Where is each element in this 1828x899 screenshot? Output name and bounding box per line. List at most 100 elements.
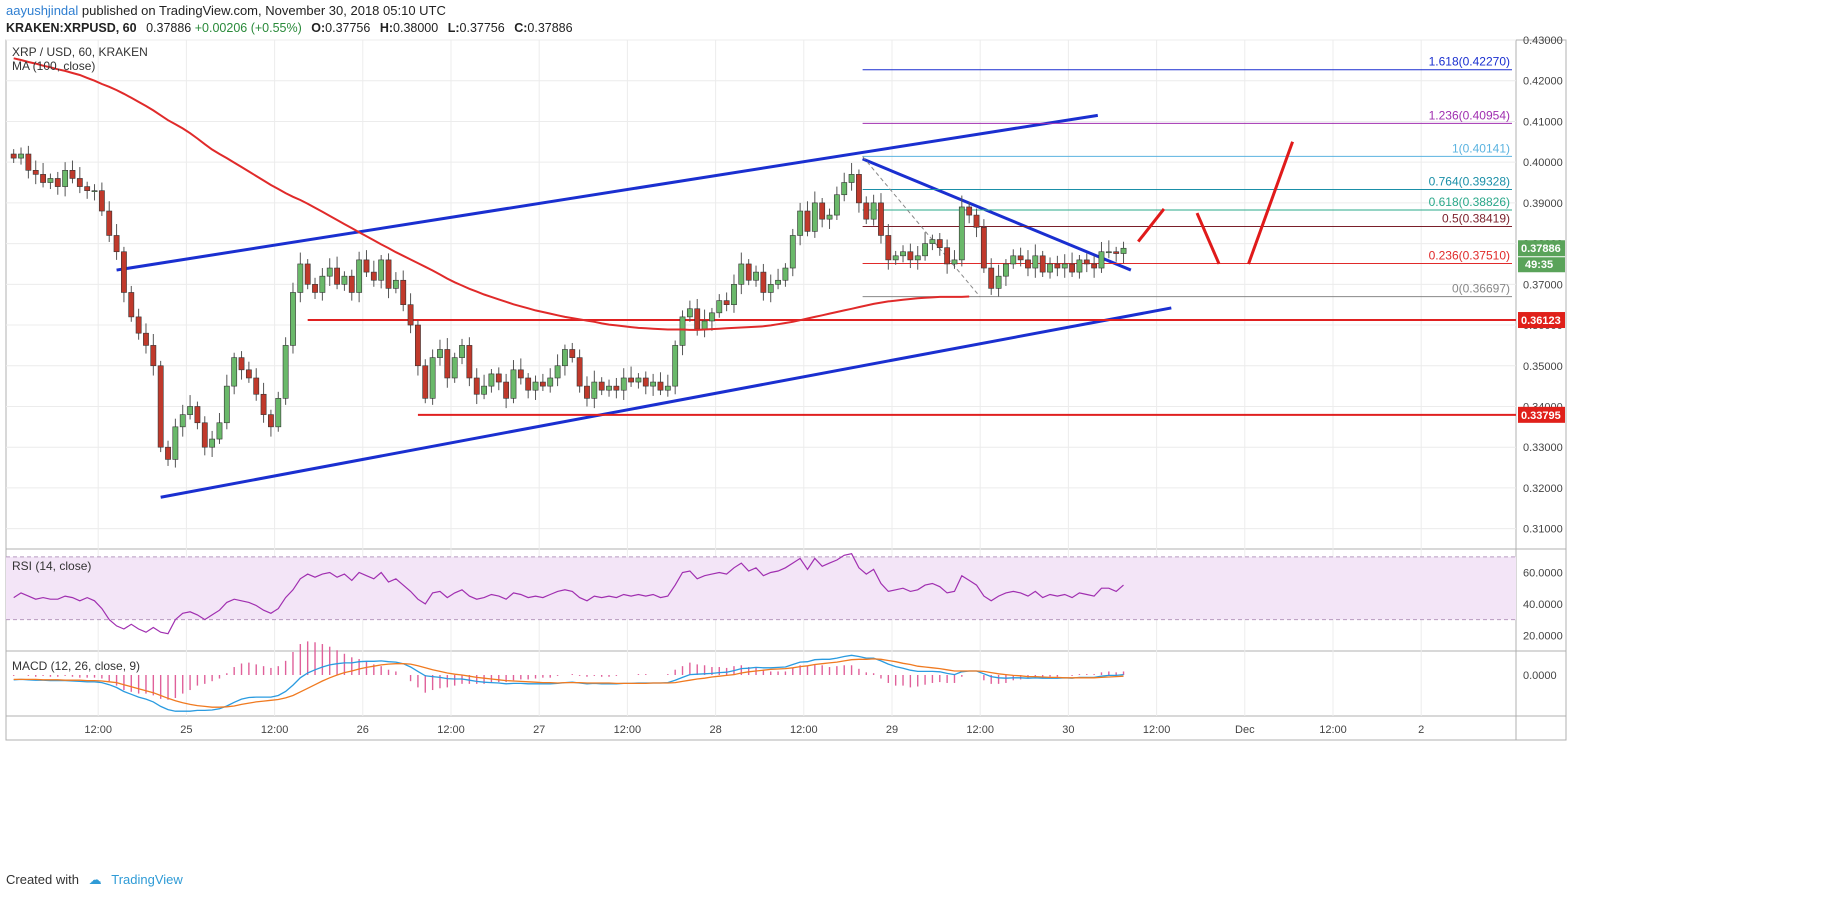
tradingview-logo-icon[interactable]: ☁: [88, 872, 102, 887]
candle-down: [694, 308, 701, 330]
candle-up: [91, 190, 98, 192]
candle-down: [878, 202, 884, 236]
x-tick-label: 2: [1418, 724, 1424, 736]
candle-up: [664, 385, 671, 391]
candle-up: [995, 275, 1002, 289]
x-tick-label: Dec: [1235, 724, 1255, 736]
candle-up: [900, 251, 906, 257]
candle-down: [760, 271, 767, 293]
candle-down: [268, 414, 274, 428]
price-tick-label: 0.39000: [1523, 198, 1563, 210]
candle-down: [121, 251, 127, 293]
candle-up: [18, 153, 24, 159]
candle-down: [40, 174, 46, 183]
projection-path-line: [1195, 212, 1221, 265]
candle-down: [245, 369, 252, 379]
upper-channel-trendline: [116, 113, 1099, 272]
candle-up: [378, 259, 385, 281]
tradingview-brand[interactable]: TradingView: [111, 872, 183, 887]
rsi-tick-label: 60.0000: [1523, 568, 1563, 580]
candle-up: [767, 284, 774, 293]
candle-up: [650, 381, 657, 387]
candle-up: [606, 385, 612, 391]
candle-down: [1083, 259, 1090, 265]
fib-level-label: 0.618(0.38826): [1429, 195, 1510, 209]
candle-up: [1047, 263, 1053, 273]
x-tick-label: 12:00: [790, 724, 818, 736]
candle-down: [113, 235, 120, 253]
candle-up: [326, 267, 333, 277]
candle-down: [613, 385, 620, 391]
chart-frame: [5, 39, 1567, 741]
candle-up: [731, 284, 737, 305]
rsi-tick-label: 40.0000: [1523, 599, 1563, 611]
x-tick-label: 12:00: [437, 724, 465, 736]
candle-up: [209, 438, 216, 448]
candle-up: [1076, 259, 1083, 273]
candle-up: [914, 255, 921, 261]
candle-down: [143, 332, 149, 346]
created-with-text: Created with: [6, 872, 79, 887]
candle-down: [1025, 259, 1031, 269]
price-change: +0.00206 (+0.55%): [194, 21, 302, 35]
candle-down: [348, 275, 355, 293]
open-label: O:: [311, 21, 326, 35]
candle-up: [282, 345, 289, 399]
candle-down: [1054, 263, 1061, 269]
candle-up: [459, 345, 465, 358]
candle-up: [231, 357, 238, 387]
candle-down: [503, 381, 510, 399]
x-tick-label: 12:00: [966, 724, 994, 736]
x-tick-label: 12:00: [1143, 724, 1171, 736]
x-tick-label: 12:00: [1319, 724, 1347, 736]
fib-level-label: 1.618(0.42270): [1429, 55, 1510, 69]
last-price-badge-bg: [1518, 240, 1565, 257]
candle-down: [69, 170, 76, 179]
candle-up: [1105, 251, 1112, 254]
candle-up: [753, 271, 759, 281]
candle-down: [407, 304, 414, 326]
lower-channel-trendline: [160, 306, 1172, 499]
candle-up: [1010, 255, 1017, 265]
candle-down: [84, 186, 91, 191]
fib-level-label: 0.236(0.37510): [1429, 249, 1510, 263]
candle-down: [819, 202, 826, 220]
candle-down: [804, 210, 811, 232]
candle-up: [216, 422, 223, 440]
price-tick-label: 0.37000: [1523, 279, 1563, 291]
candle-down: [334, 267, 340, 285]
candle-up: [811, 202, 818, 232]
candle-up: [620, 377, 627, 391]
candle-down: [598, 381, 605, 391]
macd-title: MACD (12, 26, close, 9): [12, 659, 140, 673]
candle-down: [936, 239, 943, 248]
x-tick-label: 12:00: [84, 724, 112, 736]
candle-down: [966, 206, 973, 216]
candle-down: [576, 357, 583, 387]
candle-up: [929, 239, 936, 244]
candle-down: [32, 170, 39, 175]
candle-down: [628, 377, 634, 383]
candle-up: [1032, 255, 1039, 269]
candle-up: [223, 385, 230, 424]
candle-up: [554, 365, 561, 379]
candle-up: [686, 308, 693, 318]
candle-up: [848, 174, 855, 183]
candle-up: [356, 259, 363, 293]
high-value: 0.38000: [393, 21, 439, 35]
candle-up: [1003, 263, 1009, 277]
projection-path-line: [1247, 141, 1294, 265]
support-price-badge-bg: [1518, 312, 1565, 329]
symbol-label: KRAKEN:XRPUSD, 60: [6, 21, 137, 35]
price-tick-label: 0.33000: [1523, 442, 1563, 454]
candle-up: [701, 320, 708, 330]
fib-level-label: 1.236(0.40954): [1429, 108, 1510, 122]
candle-down: [150, 345, 157, 367]
candle-up: [275, 398, 282, 428]
candle-down: [194, 406, 201, 424]
author-link[interactable]: aayushjindal: [6, 3, 79, 18]
x-tick-label: 30: [1062, 724, 1074, 736]
candle-up: [341, 275, 348, 285]
candle-down: [415, 324, 421, 367]
